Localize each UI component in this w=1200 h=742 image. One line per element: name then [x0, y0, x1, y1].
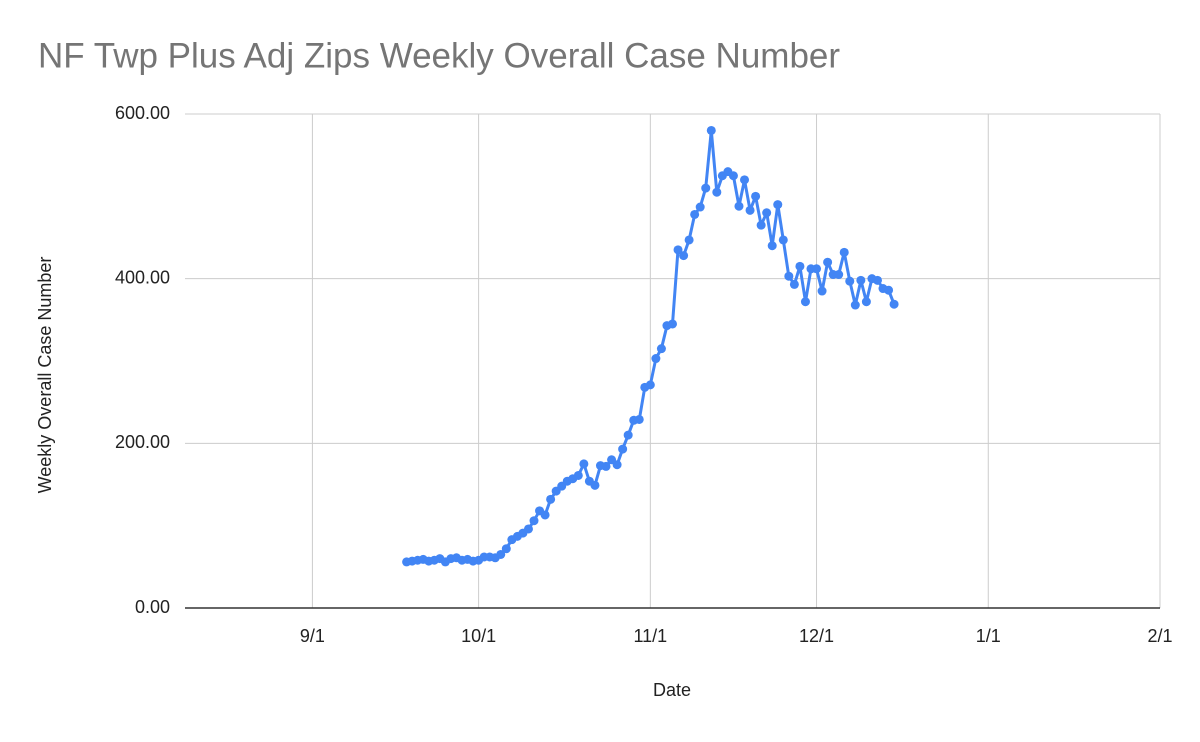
data-point — [618, 444, 628, 454]
x-tick-label: 11/1 — [633, 626, 667, 646]
data-point — [884, 285, 894, 295]
data-point — [684, 235, 694, 245]
data-point — [706, 125, 716, 135]
y-tick-label: 600.00 — [115, 103, 170, 123]
data-point — [529, 516, 539, 526]
data-point — [751, 191, 761, 201]
data-point — [623, 430, 633, 440]
data-point — [690, 209, 700, 219]
data-point — [812, 264, 822, 274]
x-tick-label: 12/1 — [799, 626, 834, 646]
data-point — [634, 414, 644, 424]
data-point — [695, 202, 705, 212]
data-point — [579, 459, 589, 469]
data-point — [679, 251, 689, 261]
data-point — [823, 257, 833, 267]
y-axis-label: Weekly Overall Case Number — [35, 257, 55, 494]
data-point — [645, 380, 655, 390]
x-tick-label: 2/1 — [1147, 626, 1172, 646]
x-tick-label: 10/1 — [461, 626, 496, 646]
data-point — [817, 286, 827, 296]
y-tick-label: 200.00 — [115, 432, 170, 452]
data-point — [612, 460, 622, 470]
data-point — [800, 297, 810, 307]
data-point — [773, 200, 783, 210]
y-tick-label: 400.00 — [115, 267, 170, 287]
data-point — [734, 201, 744, 211]
data-point — [850, 300, 860, 310]
data-point — [861, 297, 871, 307]
data-point — [767, 241, 777, 251]
data-point — [728, 171, 738, 181]
data-point — [889, 299, 899, 309]
data-point — [540, 510, 550, 520]
data-point — [601, 461, 611, 471]
data-point — [778, 235, 788, 245]
data-point — [712, 187, 722, 197]
y-tick-label: 0.00 — [135, 597, 170, 617]
data-point — [668, 319, 677, 329]
data-point — [651, 354, 661, 364]
data-point — [839, 247, 849, 257]
data-point — [795, 261, 805, 271]
data-point — [784, 271, 794, 281]
x-axis-label: Date — [653, 680, 691, 700]
data-point — [834, 270, 844, 280]
data-point — [590, 480, 600, 490]
chart-title: NF Twp Plus Adj Zips Weekly Overall Case… — [38, 36, 840, 75]
x-tick-label: 9/1 — [300, 626, 325, 646]
data-point — [740, 175, 750, 185]
data-point — [496, 549, 506, 559]
data-point — [546, 494, 556, 504]
data-point — [656, 344, 666, 354]
data-point — [673, 245, 683, 255]
data-point — [856, 275, 866, 285]
data-point — [501, 544, 511, 554]
data-point — [872, 275, 882, 285]
x-tick-label: 1/1 — [976, 626, 1001, 646]
data-point — [756, 220, 766, 230]
data-point — [845, 276, 855, 286]
data-point — [762, 208, 772, 218]
data-point — [789, 279, 799, 289]
data-point — [745, 205, 755, 215]
data-point — [573, 470, 583, 480]
data-point — [701, 183, 711, 193]
data-point — [523, 524, 533, 534]
